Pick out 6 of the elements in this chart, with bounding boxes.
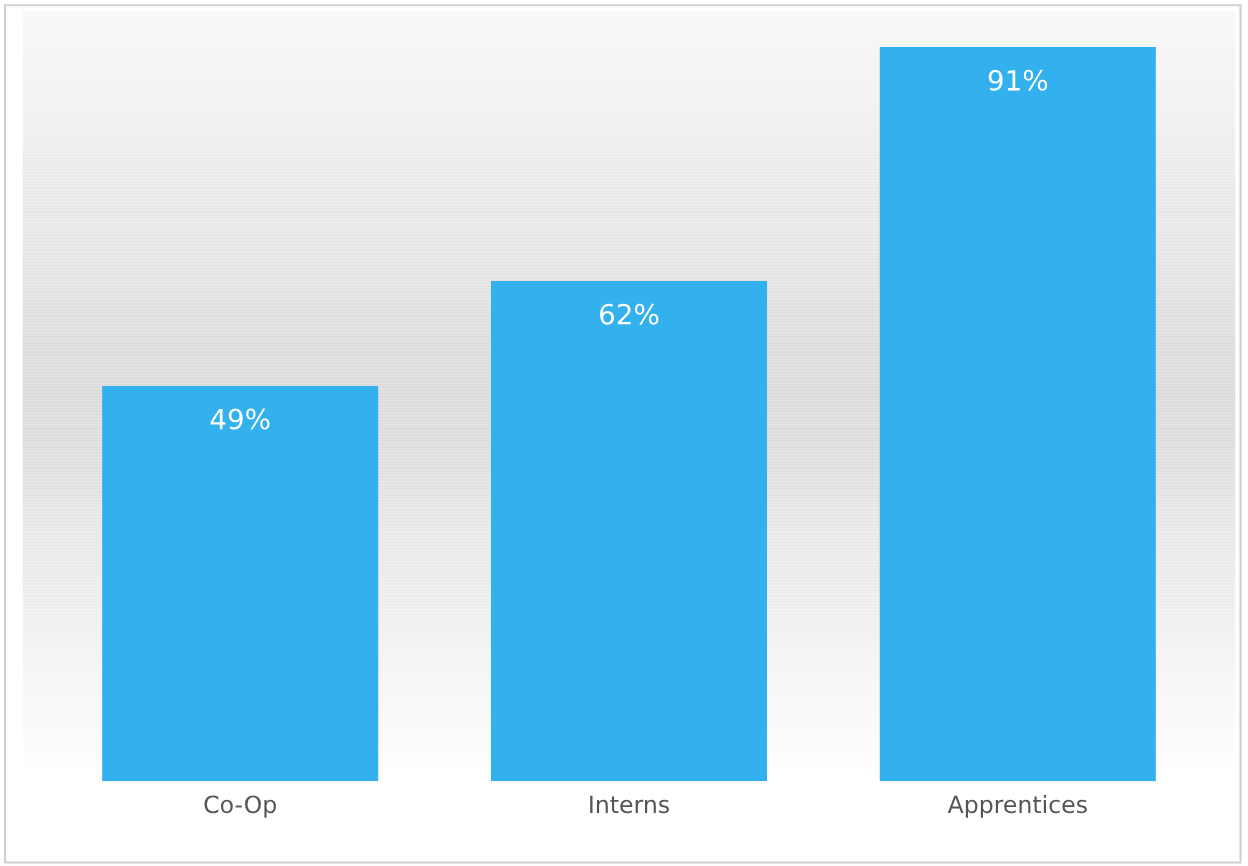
x-tick-label: Apprentices — [947, 795, 1087, 818]
data-label: 91% — [988, 69, 1048, 91]
x-tick-label: Interns — [590, 795, 669, 814]
x-tick-label: Co-Op — [204, 795, 276, 818]
data-label: 62% — [600, 303, 659, 325]
data-label: 49% — [210, 408, 270, 430]
